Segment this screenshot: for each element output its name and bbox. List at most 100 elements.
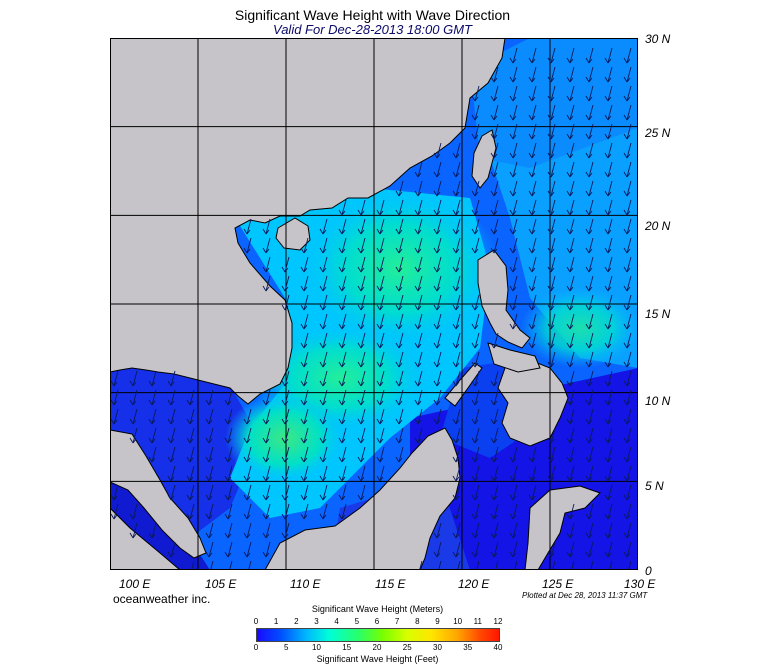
wave-direction-arrow — [452, 256, 461, 273]
wave-direction-arrow — [552, 560, 556, 570]
wave-direction-arrow — [471, 332, 480, 349]
wave-direction-arrow — [452, 294, 461, 311]
wave-direction-arrow — [319, 332, 328, 349]
wave-direction-arrow — [490, 123, 499, 140]
wave-direction-arrow — [528, 237, 537, 254]
wave-direction-arrow — [585, 503, 594, 520]
wave-direction-arrow — [476, 560, 480, 570]
wave-direction-arrow — [452, 313, 461, 330]
wave-direction-arrow — [129, 503, 138, 520]
wave-direction-arrow — [319, 484, 328, 501]
wave-direction-arrow — [452, 142, 461, 159]
land-hainan — [275, 217, 311, 251]
wave-direction-arrow — [528, 104, 537, 121]
wave-direction-arrow — [623, 484, 632, 501]
wave-direction-arrow — [148, 370, 157, 387]
wave-direction-arrow — [376, 313, 385, 330]
wave-direction-arrow — [395, 351, 404, 368]
wave-direction-arrow — [319, 218, 328, 235]
wave-direction-arrow — [300, 427, 309, 444]
wave-direction-arrow — [452, 465, 461, 482]
wave-direction-arrow — [300, 408, 309, 425]
wave-direction-arrow — [490, 142, 499, 159]
wave-direction-arrow — [604, 503, 613, 520]
wave-direction-arrow — [167, 389, 176, 406]
wave-direction-arrow — [509, 47, 518, 64]
wave-direction-arrow — [433, 275, 442, 292]
wave-direction-arrow — [566, 522, 575, 539]
wave-direction-arrow — [547, 446, 556, 463]
wave-direction-arrow — [300, 313, 309, 330]
wave-direction-arrow — [319, 427, 328, 444]
wave-direction-arrow — [585, 104, 594, 121]
lon-label-125e: 125 E — [542, 577, 574, 591]
wave-direction-arrow — [229, 560, 233, 570]
wave-direction-arrow — [338, 199, 347, 216]
wave-direction-arrow — [623, 142, 632, 159]
wave-direction-arrow — [623, 256, 632, 273]
wave-direction-arrow — [129, 370, 138, 387]
colorbar-feet-tick: 25 — [402, 643, 412, 652]
wave-direction-arrow — [585, 218, 594, 235]
wave-direction-arrow — [281, 446, 290, 463]
wave-direction-arrow — [471, 313, 480, 330]
wave-direction-arrow — [300, 465, 309, 482]
wave-direction-arrow — [528, 446, 537, 463]
wave-direction-arrow — [566, 256, 575, 273]
wave-direction-arrow — [224, 427, 233, 444]
map-subtitle: Valid For Dec-28-2013 18:00 GMT — [273, 22, 472, 37]
wave-direction-arrow — [585, 465, 594, 482]
wave-direction-arrow — [490, 427, 499, 444]
wave-direction-arrow — [604, 522, 613, 539]
wave-direction-arrow — [452, 199, 461, 216]
wave-direction-arrow — [338, 237, 347, 254]
wave-direction-arrow — [452, 541, 461, 558]
wave-direction-arrow — [585, 370, 594, 387]
wave-direction-arrow — [129, 408, 138, 425]
plotted-timestamp: Plotted at Dec 28, 2013 11:37 GMT — [522, 591, 648, 600]
land-luzon — [477, 249, 531, 349]
wave-direction-arrow — [590, 560, 594, 570]
wave-direction-arrow — [604, 446, 613, 463]
wave-direction-arrow — [338, 408, 347, 425]
wave-direction-arrow — [623, 47, 632, 64]
wave-direction-arrow — [376, 332, 385, 349]
wave-direction-arrow — [205, 503, 214, 520]
wave-direction-arrow — [604, 123, 613, 140]
wave-direction-arrow — [224, 541, 233, 558]
wave-direction-arrow — [338, 294, 347, 311]
wave-direction-arrow — [376, 256, 385, 273]
wave-direction-arrow — [623, 503, 632, 520]
wave-direction-arrow — [528, 294, 537, 311]
wave-direction-arrow — [376, 465, 385, 482]
wave-direction-arrow — [585, 541, 594, 558]
wave-direction-arrow — [167, 446, 176, 463]
wave-direction-arrow — [433, 541, 442, 558]
wave-direction-arrow — [338, 503, 347, 520]
lat-label-25n: 25 N — [645, 126, 671, 140]
wave-direction-arrow — [509, 313, 518, 330]
wave-direction-arrow — [357, 256, 366, 273]
wave-direction-arrow — [623, 85, 632, 102]
wave-direction-arrow — [433, 313, 442, 330]
wave-direction-arrow — [514, 560, 518, 570]
wave-direction-arrow — [509, 237, 518, 254]
land-taiwan — [471, 129, 497, 189]
wave-direction-arrow — [262, 256, 271, 273]
wave-direction-arrow — [547, 465, 556, 482]
wave-direction-arrow — [547, 123, 556, 140]
wave-direction-arrow — [338, 218, 347, 235]
wave-direction-arrow — [376, 408, 385, 425]
wave-direction-arrow — [528, 161, 537, 178]
wave-direction-arrow — [490, 104, 499, 121]
wave-direction-arrow — [566, 237, 575, 254]
wave-direction-arrow — [623, 180, 632, 197]
wave-direction-arrow — [528, 465, 537, 482]
wave-direction-arrow — [414, 351, 423, 368]
wave-direction-arrow — [395, 427, 404, 444]
wave-direction-arrow — [585, 351, 594, 368]
wave-direction-arrow — [604, 313, 613, 330]
wave-direction-arrow — [623, 313, 632, 330]
wave-direction-arrow — [585, 408, 594, 425]
wave-direction-arrow — [110, 370, 119, 387]
